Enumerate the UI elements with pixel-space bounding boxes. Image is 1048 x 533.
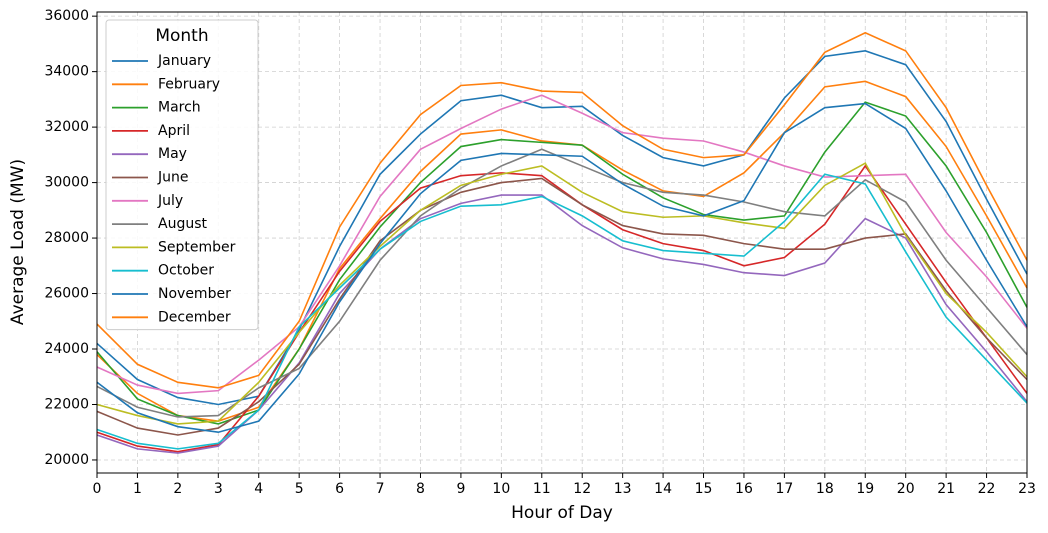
x-tick-label: 2 <box>173 481 182 497</box>
x-tick-label: 16 <box>735 481 753 497</box>
series-line <box>96 50 1028 406</box>
x-tick-label: 8 <box>416 481 425 497</box>
series-line <box>96 31 1028 389</box>
x-tick-label: 20 <box>897 481 915 497</box>
y-tick-label: 30000 <box>44 175 89 191</box>
y-axis-label: Average Load (MW) <box>8 159 28 325</box>
x-tick-label: 10 <box>492 481 510 497</box>
legend-title: Month <box>155 26 208 46</box>
x-tick-label: 13 <box>614 481 632 497</box>
legend-label: December <box>158 309 231 325</box>
legend: Month January February March April May June Jul… <box>105 19 259 331</box>
x-tick-label: 4 <box>254 481 263 497</box>
x-tick-label: 5 <box>295 481 304 497</box>
legend-label: May <box>158 146 187 162</box>
legend-label: February <box>158 76 220 92</box>
legend-label: July <box>157 193 183 209</box>
y-tick-label: 24000 <box>44 341 89 357</box>
y-tick-label: 28000 <box>44 230 89 246</box>
y-tick-label: 36000 <box>44 8 89 24</box>
plot-frame <box>96 11 1028 474</box>
legend-label: August <box>158 216 208 232</box>
y-tick-label: 20000 <box>44 452 89 468</box>
x-tick-label: 22 <box>978 481 996 497</box>
y-tick-label: 22000 <box>44 396 89 412</box>
y-tick-label: 26000 <box>44 286 89 302</box>
x-tick-label: 15 <box>695 481 713 497</box>
x-tick-label: 7 <box>376 481 385 497</box>
x-tick-label: 19 <box>856 481 874 497</box>
x-tick-label: 21 <box>937 481 955 497</box>
legend-label: January <box>157 53 211 69</box>
series-line <box>96 101 1028 425</box>
x-tick-label: 11 <box>533 481 551 497</box>
x-tick-label: 0 <box>93 481 102 497</box>
series-line <box>96 173 1028 450</box>
series-line <box>96 177 1028 436</box>
legend-label: March <box>158 100 201 116</box>
x-tick-label: 1 <box>133 481 142 497</box>
legend-label: November <box>158 286 231 302</box>
y-tick-label: 34000 <box>44 64 89 80</box>
legend-label: April <box>158 123 190 139</box>
x-tick-label: 12 <box>573 481 591 497</box>
x-axis-label: Hour of Day <box>511 503 613 523</box>
y-tick-label: 32000 <box>44 119 89 135</box>
legend-label: October <box>158 263 214 279</box>
x-tick-label: 18 <box>816 481 834 497</box>
series-line <box>96 102 1028 434</box>
x-tick-label: 6 <box>335 481 344 497</box>
x-tick-label: 23 <box>1018 481 1036 497</box>
x-tick-label: 3 <box>214 481 223 497</box>
series-line <box>96 162 1028 425</box>
series-line <box>96 148 1028 418</box>
x-tick-label: 9 <box>456 481 465 497</box>
x-tick-label: 14 <box>654 481 672 497</box>
x-tick-label: 17 <box>775 481 793 497</box>
legend-box <box>105 19 259 331</box>
legend-label: September <box>158 239 236 255</box>
legend-label: June <box>157 170 189 186</box>
